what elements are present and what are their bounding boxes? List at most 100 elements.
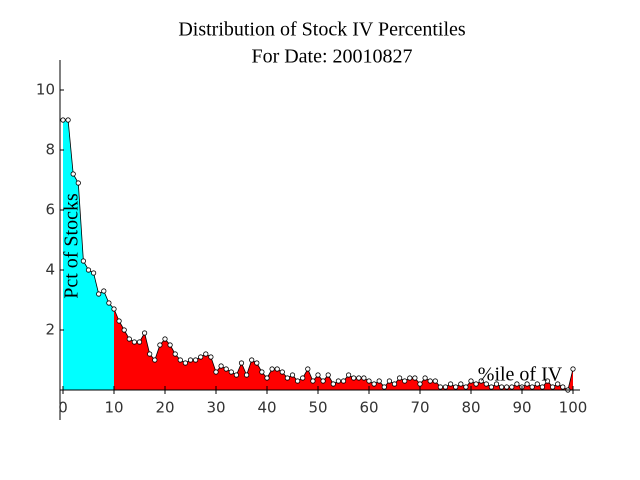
point (345, 372, 352, 378)
x-tick-label: 60 (359, 399, 378, 417)
point (315, 372, 321, 378)
point (417, 381, 423, 387)
point (60, 117, 66, 123)
x-tick-label: 80 (461, 399, 480, 417)
point (244, 372, 250, 378)
chart-title: Distribution of Stock IV Percentiles (178, 19, 466, 41)
point (560, 384, 566, 390)
plot (60, 117, 576, 393)
point (177, 357, 183, 363)
y-tick-label: 2 (45, 321, 55, 339)
y-tick-label: 10 (36, 81, 55, 99)
point (238, 360, 245, 366)
point (126, 336, 132, 342)
point (524, 381, 530, 387)
chart-subtitle: For Date: 20010827 (251, 46, 412, 68)
point (335, 378, 341, 384)
point (570, 366, 576, 372)
point (529, 384, 535, 390)
point (488, 384, 494, 390)
y-tick-label: 8 (45, 141, 55, 159)
point (386, 378, 392, 384)
x-tick-label: 10 (104, 399, 123, 417)
point (356, 375, 362, 381)
point (555, 381, 561, 387)
point (483, 381, 489, 387)
point (493, 381, 500, 387)
x-tick-label: 50 (308, 399, 327, 417)
point (147, 351, 153, 357)
point (442, 384, 449, 390)
y-tick-label: 4 (45, 261, 55, 279)
point (422, 375, 428, 381)
point (305, 366, 311, 372)
point (279, 369, 285, 375)
point (325, 372, 331, 378)
point (289, 372, 296, 378)
point (75, 180, 81, 186)
point (478, 378, 484, 384)
point (228, 369, 234, 375)
point (106, 300, 112, 306)
point (340, 378, 347, 384)
point (136, 339, 143, 345)
point (274, 366, 280, 372)
x-tick-label: 70 (410, 399, 429, 417)
point (121, 327, 127, 333)
x-tick-label: 20 (155, 399, 174, 417)
point (111, 306, 117, 312)
point (172, 351, 178, 357)
point (91, 270, 97, 276)
point (284, 375, 290, 381)
point (85, 267, 92, 273)
point (182, 360, 188, 366)
point (534, 381, 540, 387)
point (203, 351, 209, 357)
point (233, 372, 239, 378)
point (269, 366, 275, 372)
point (463, 384, 469, 390)
y-axis-label: Pct of Stocks (61, 193, 83, 299)
point (468, 378, 474, 384)
point (310, 378, 316, 384)
point (509, 384, 515, 390)
point (96, 291, 102, 297)
area (114, 309, 573, 390)
x-tick-label: 40 (257, 399, 276, 417)
x-axis-label: %ile of IV (478, 364, 563, 386)
point (402, 378, 408, 384)
point (80, 258, 87, 264)
point (453, 384, 459, 390)
area (63, 120, 114, 390)
x-tick-label: 100 (559, 399, 588, 417)
point (407, 375, 413, 381)
point (167, 342, 173, 348)
point (391, 381, 398, 387)
point (427, 378, 433, 384)
point (371, 381, 377, 387)
point (259, 369, 265, 375)
point (294, 378, 301, 384)
point (498, 384, 505, 390)
point (320, 378, 326, 384)
point (264, 375, 270, 381)
point (193, 357, 199, 363)
point (514, 381, 520, 387)
point (187, 357, 194, 363)
point (300, 375, 306, 381)
x-tick-label: 90 (512, 399, 531, 417)
point (142, 330, 148, 336)
point (376, 378, 382, 384)
point (249, 357, 255, 363)
point (116, 318, 122, 324)
point (351, 375, 357, 381)
point (198, 354, 204, 360)
point (396, 375, 403, 381)
point (549, 384, 556, 390)
point (381, 384, 387, 390)
point (157, 342, 163, 348)
point (437, 384, 443, 390)
point (504, 384, 510, 390)
point (458, 381, 464, 387)
